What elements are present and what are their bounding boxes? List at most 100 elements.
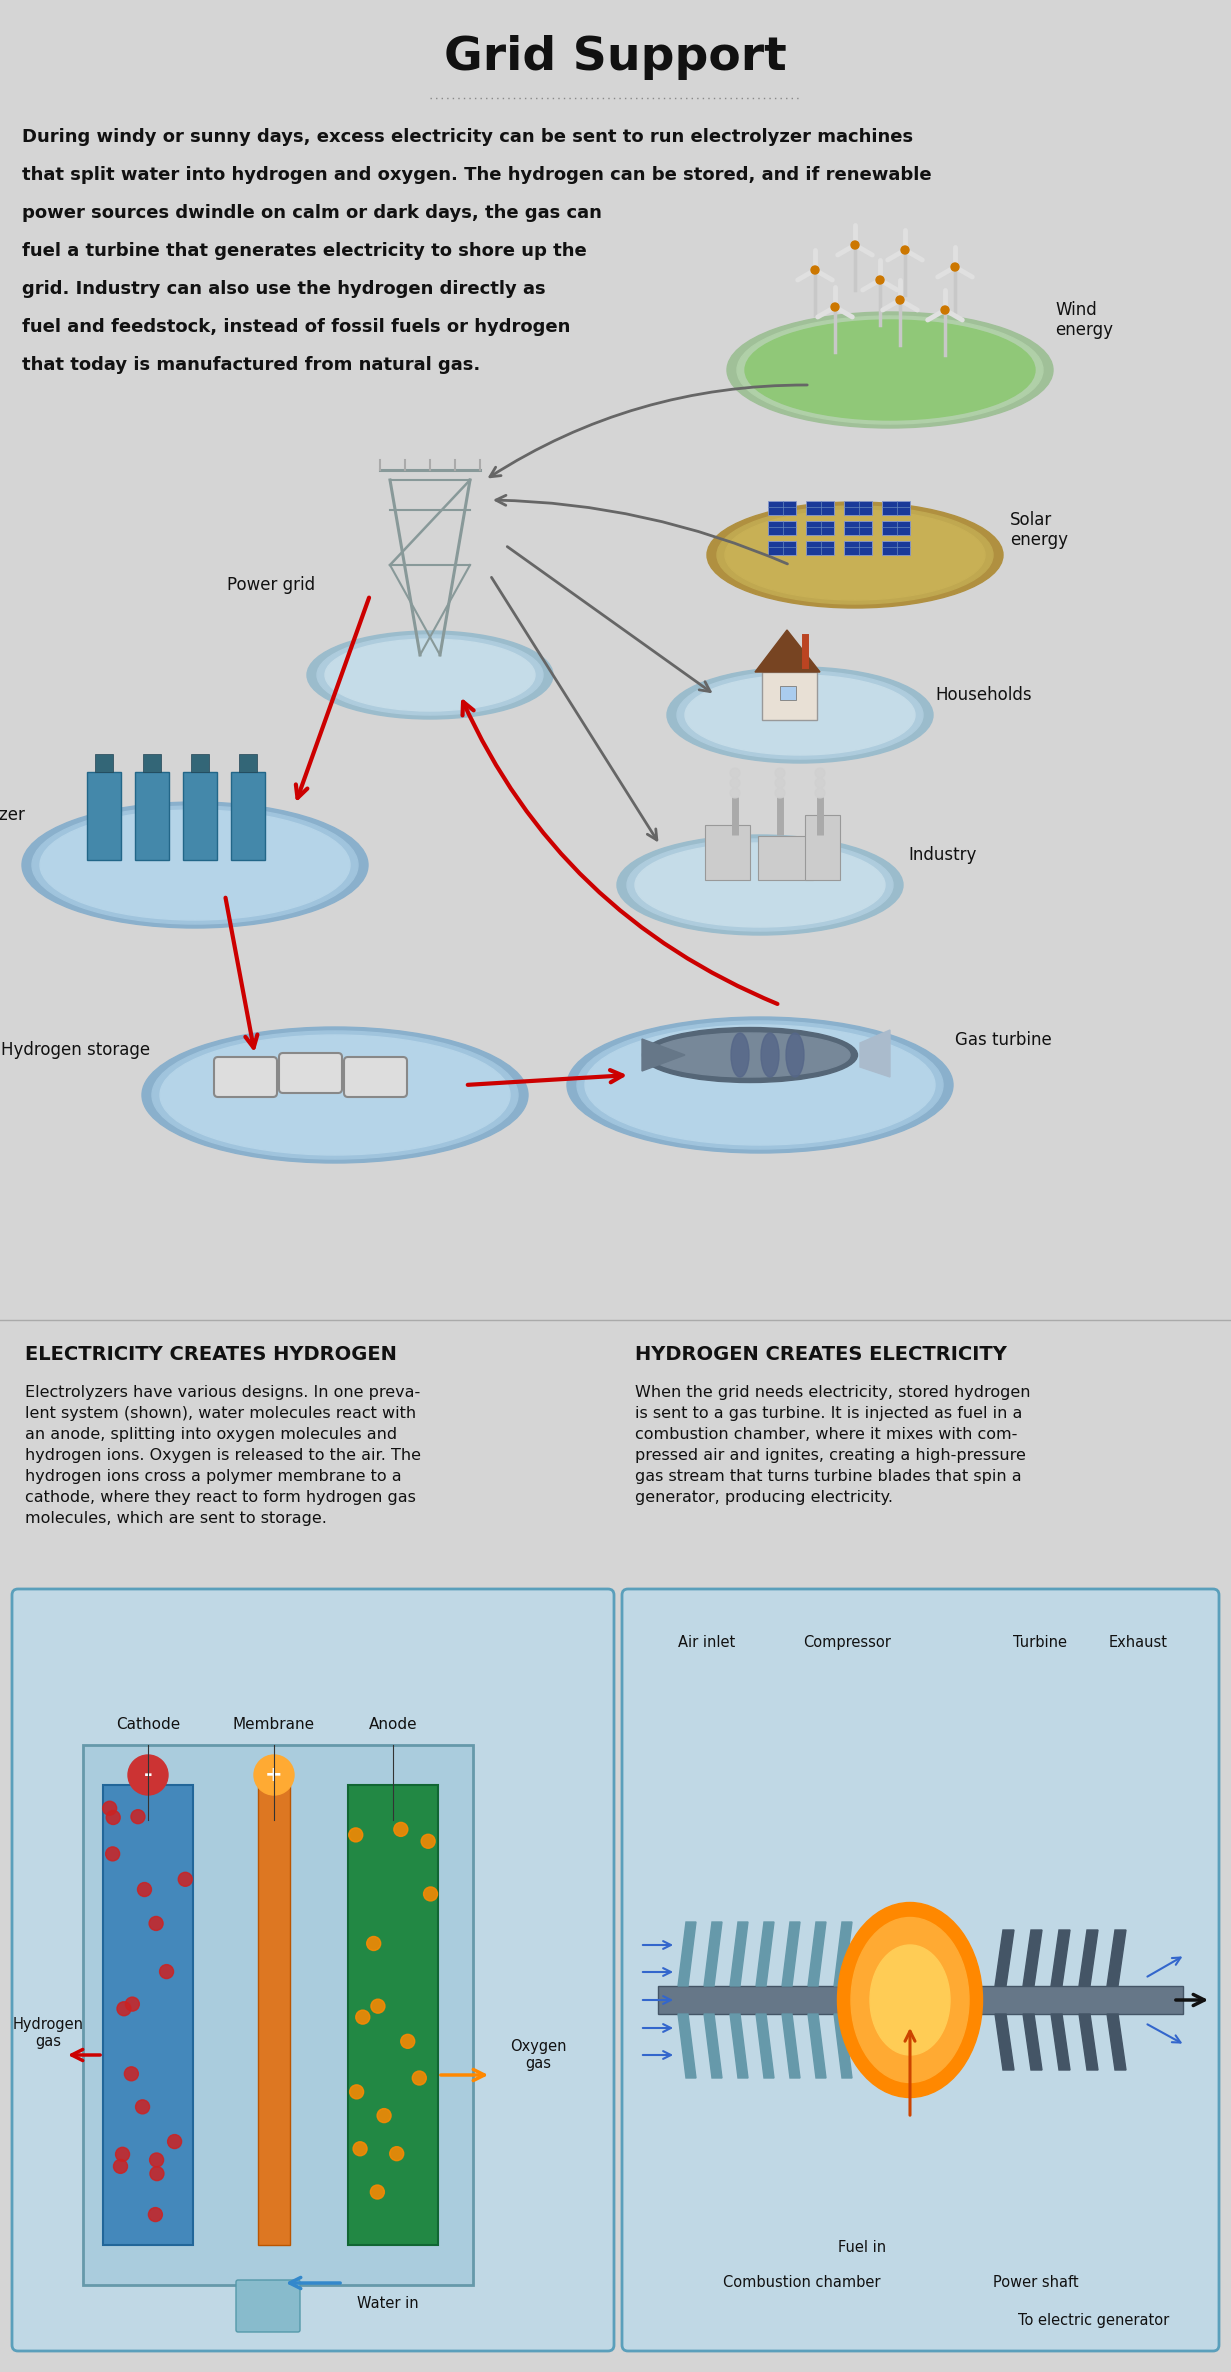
Text: Households: Households [936,686,1032,704]
Ellipse shape [716,505,993,605]
Text: Oxygen
gas: Oxygen gas [510,2040,566,2071]
Ellipse shape [684,676,915,754]
Circle shape [150,2166,164,2180]
FancyBboxPatch shape [183,771,217,861]
Text: Solar
energy: Solar energy [1009,510,1069,550]
Circle shape [102,1800,117,1815]
Circle shape [394,1822,407,1836]
Circle shape [940,306,949,313]
Polygon shape [782,2014,800,2078]
FancyBboxPatch shape [348,1786,438,2244]
Ellipse shape [650,1032,849,1077]
Polygon shape [1107,1931,1126,1985]
Circle shape [377,2109,391,2123]
Text: Exhaust: Exhaust [1108,1634,1167,1651]
Ellipse shape [142,1027,528,1162]
Ellipse shape [643,1027,858,1082]
Polygon shape [995,1931,1014,1985]
FancyBboxPatch shape [844,541,872,555]
Text: Industry: Industry [908,847,976,863]
Ellipse shape [32,806,358,925]
FancyBboxPatch shape [135,771,169,861]
Circle shape [149,1917,162,1931]
Polygon shape [995,2014,1014,2071]
Ellipse shape [761,1032,779,1077]
Polygon shape [678,2014,696,2078]
Circle shape [124,2066,138,2080]
FancyBboxPatch shape [805,816,840,880]
FancyBboxPatch shape [239,754,257,771]
Circle shape [348,1829,363,1843]
Ellipse shape [677,671,923,759]
Ellipse shape [870,1945,950,2054]
Text: power sources dwindle on calm or dark days, the gas can: power sources dwindle on calm or dark da… [22,204,602,223]
Polygon shape [730,1921,748,1985]
FancyBboxPatch shape [191,754,209,771]
Circle shape [350,2085,363,2099]
Text: that today is manufactured from natural gas.: that today is manufactured from natural … [22,356,480,375]
Circle shape [730,778,740,788]
FancyBboxPatch shape [87,771,121,861]
FancyBboxPatch shape [214,1058,277,1096]
Circle shape [952,263,959,270]
Circle shape [815,778,825,788]
Ellipse shape [627,840,892,930]
Ellipse shape [617,835,904,935]
Circle shape [421,1834,436,1848]
Ellipse shape [567,1018,953,1153]
Ellipse shape [22,802,368,927]
Circle shape [138,1883,151,1898]
FancyBboxPatch shape [95,754,113,771]
Text: Electrolyzer: Electrolyzer [0,806,25,823]
Text: Water in: Water in [357,2296,419,2310]
Text: Power grid: Power grid [227,576,315,593]
Circle shape [776,788,785,797]
Circle shape [113,2159,128,2173]
Polygon shape [833,2014,852,2078]
FancyBboxPatch shape [705,825,750,880]
Text: Grid Support: Grid Support [444,36,787,81]
Circle shape [106,1810,121,1824]
Circle shape [730,788,740,797]
Polygon shape [808,2014,826,2078]
FancyBboxPatch shape [279,1053,342,1093]
FancyBboxPatch shape [231,771,265,861]
Ellipse shape [725,510,985,600]
FancyBboxPatch shape [12,1589,614,2351]
Circle shape [811,266,819,275]
Polygon shape [860,1029,890,1077]
FancyBboxPatch shape [768,500,796,515]
Polygon shape [678,1921,696,1985]
Text: Membrane: Membrane [233,1717,315,1732]
Circle shape [149,2208,162,2223]
Polygon shape [730,2014,748,2078]
Ellipse shape [151,1032,518,1160]
FancyBboxPatch shape [758,835,812,880]
Polygon shape [643,1039,684,1072]
Text: Power shaft: Power shaft [993,2275,1078,2289]
Polygon shape [756,1921,774,1985]
Circle shape [815,769,825,778]
Polygon shape [808,1921,826,1985]
Polygon shape [1107,2014,1126,2071]
Ellipse shape [635,842,885,927]
Polygon shape [1051,2014,1070,2071]
Circle shape [371,2185,384,2199]
Text: Hydrogen
gas: Hydrogen gas [12,2016,84,2049]
FancyBboxPatch shape [622,1589,1219,2351]
Text: When the grid needs electricity, stored hydrogen
is sent to a gas turbine. It is: When the grid needs electricity, stored … [635,1385,1030,1504]
Text: fuel and feedstock, instead of fossil fuels or hydrogen: fuel and feedstock, instead of fossil fu… [22,318,570,337]
FancyBboxPatch shape [768,541,796,555]
Ellipse shape [307,631,553,719]
FancyBboxPatch shape [806,500,833,515]
FancyBboxPatch shape [259,1786,291,2244]
FancyBboxPatch shape [844,500,872,515]
Text: Anode: Anode [369,1717,417,1732]
Polygon shape [782,1921,800,1985]
Circle shape [876,275,884,285]
Circle shape [896,296,904,304]
Circle shape [128,1755,167,1796]
Polygon shape [1080,2014,1098,2071]
Circle shape [106,1848,119,1862]
Circle shape [126,1997,139,2011]
